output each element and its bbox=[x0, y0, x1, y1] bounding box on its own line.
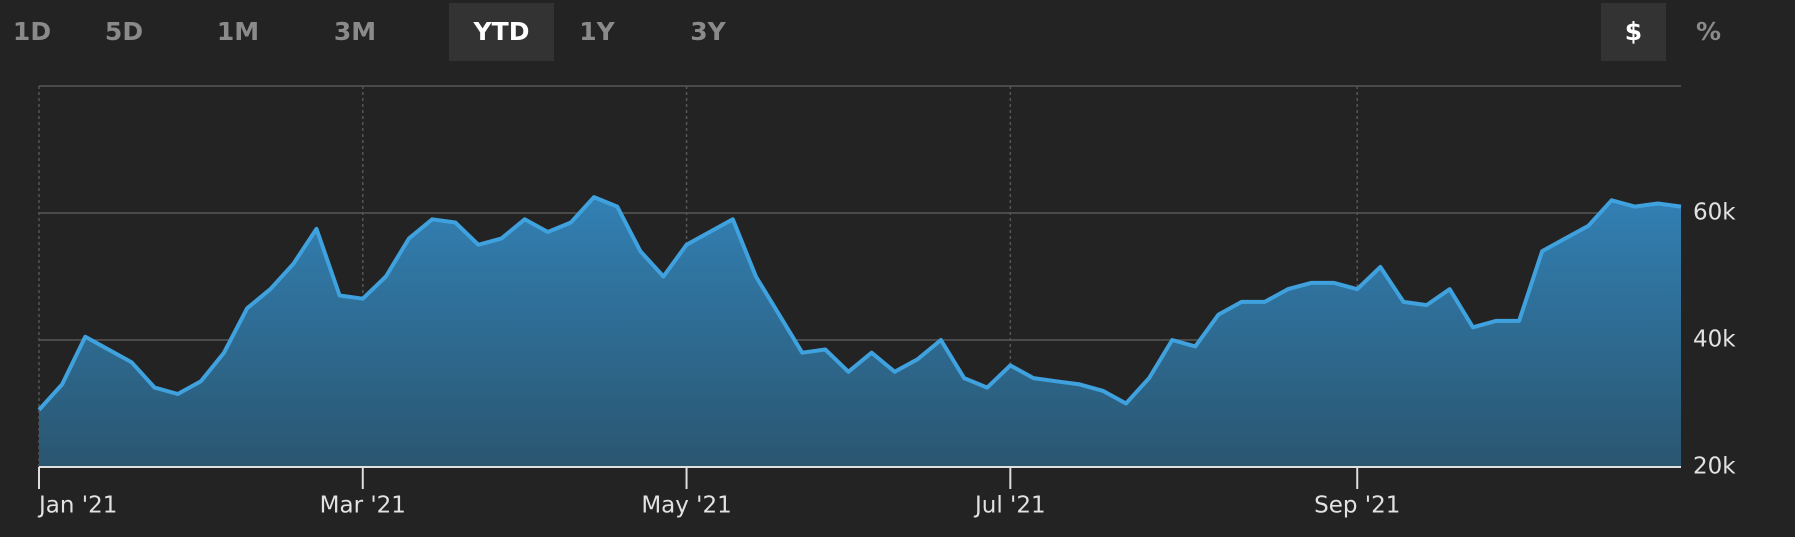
x-tick-label: Sep '21 bbox=[1314, 493, 1400, 519]
x-tick-label: Jul '21 bbox=[973, 493, 1046, 519]
unit-button[interactable]: % bbox=[1695, 17, 1722, 46]
line bbox=[37, 195, 1682, 412]
unit-button[interactable]: $ bbox=[1601, 3, 1666, 61]
toolbar: 1D 5D 1M 3M YTD 1Y 3Y $% bbox=[0, 0, 1795, 62]
x-tick-label: Mar '21 bbox=[320, 493, 406, 519]
area bbox=[39, 197, 1681, 467]
range-button[interactable]: 3Y bbox=[690, 17, 726, 46]
x-tick-label: Jan '21 bbox=[37, 493, 117, 519]
x-tick-label: May '21 bbox=[641, 493, 731, 519]
y-tick-label: 60k bbox=[1693, 200, 1736, 226]
y-tick-label: 20k bbox=[1693, 454, 1736, 480]
y-tick-label: 40k bbox=[1693, 327, 1736, 353]
range-button[interactable]: 1D bbox=[12, 17, 52, 46]
range-button[interactable]: 1Y bbox=[579, 17, 615, 46]
range-button[interactable]: 3M bbox=[333, 17, 377, 46]
range-button[interactable]: 1M bbox=[216, 17, 260, 46]
range-button[interactable]: 5D bbox=[104, 17, 144, 46]
range-button[interactable]: YTD bbox=[449, 3, 554, 61]
